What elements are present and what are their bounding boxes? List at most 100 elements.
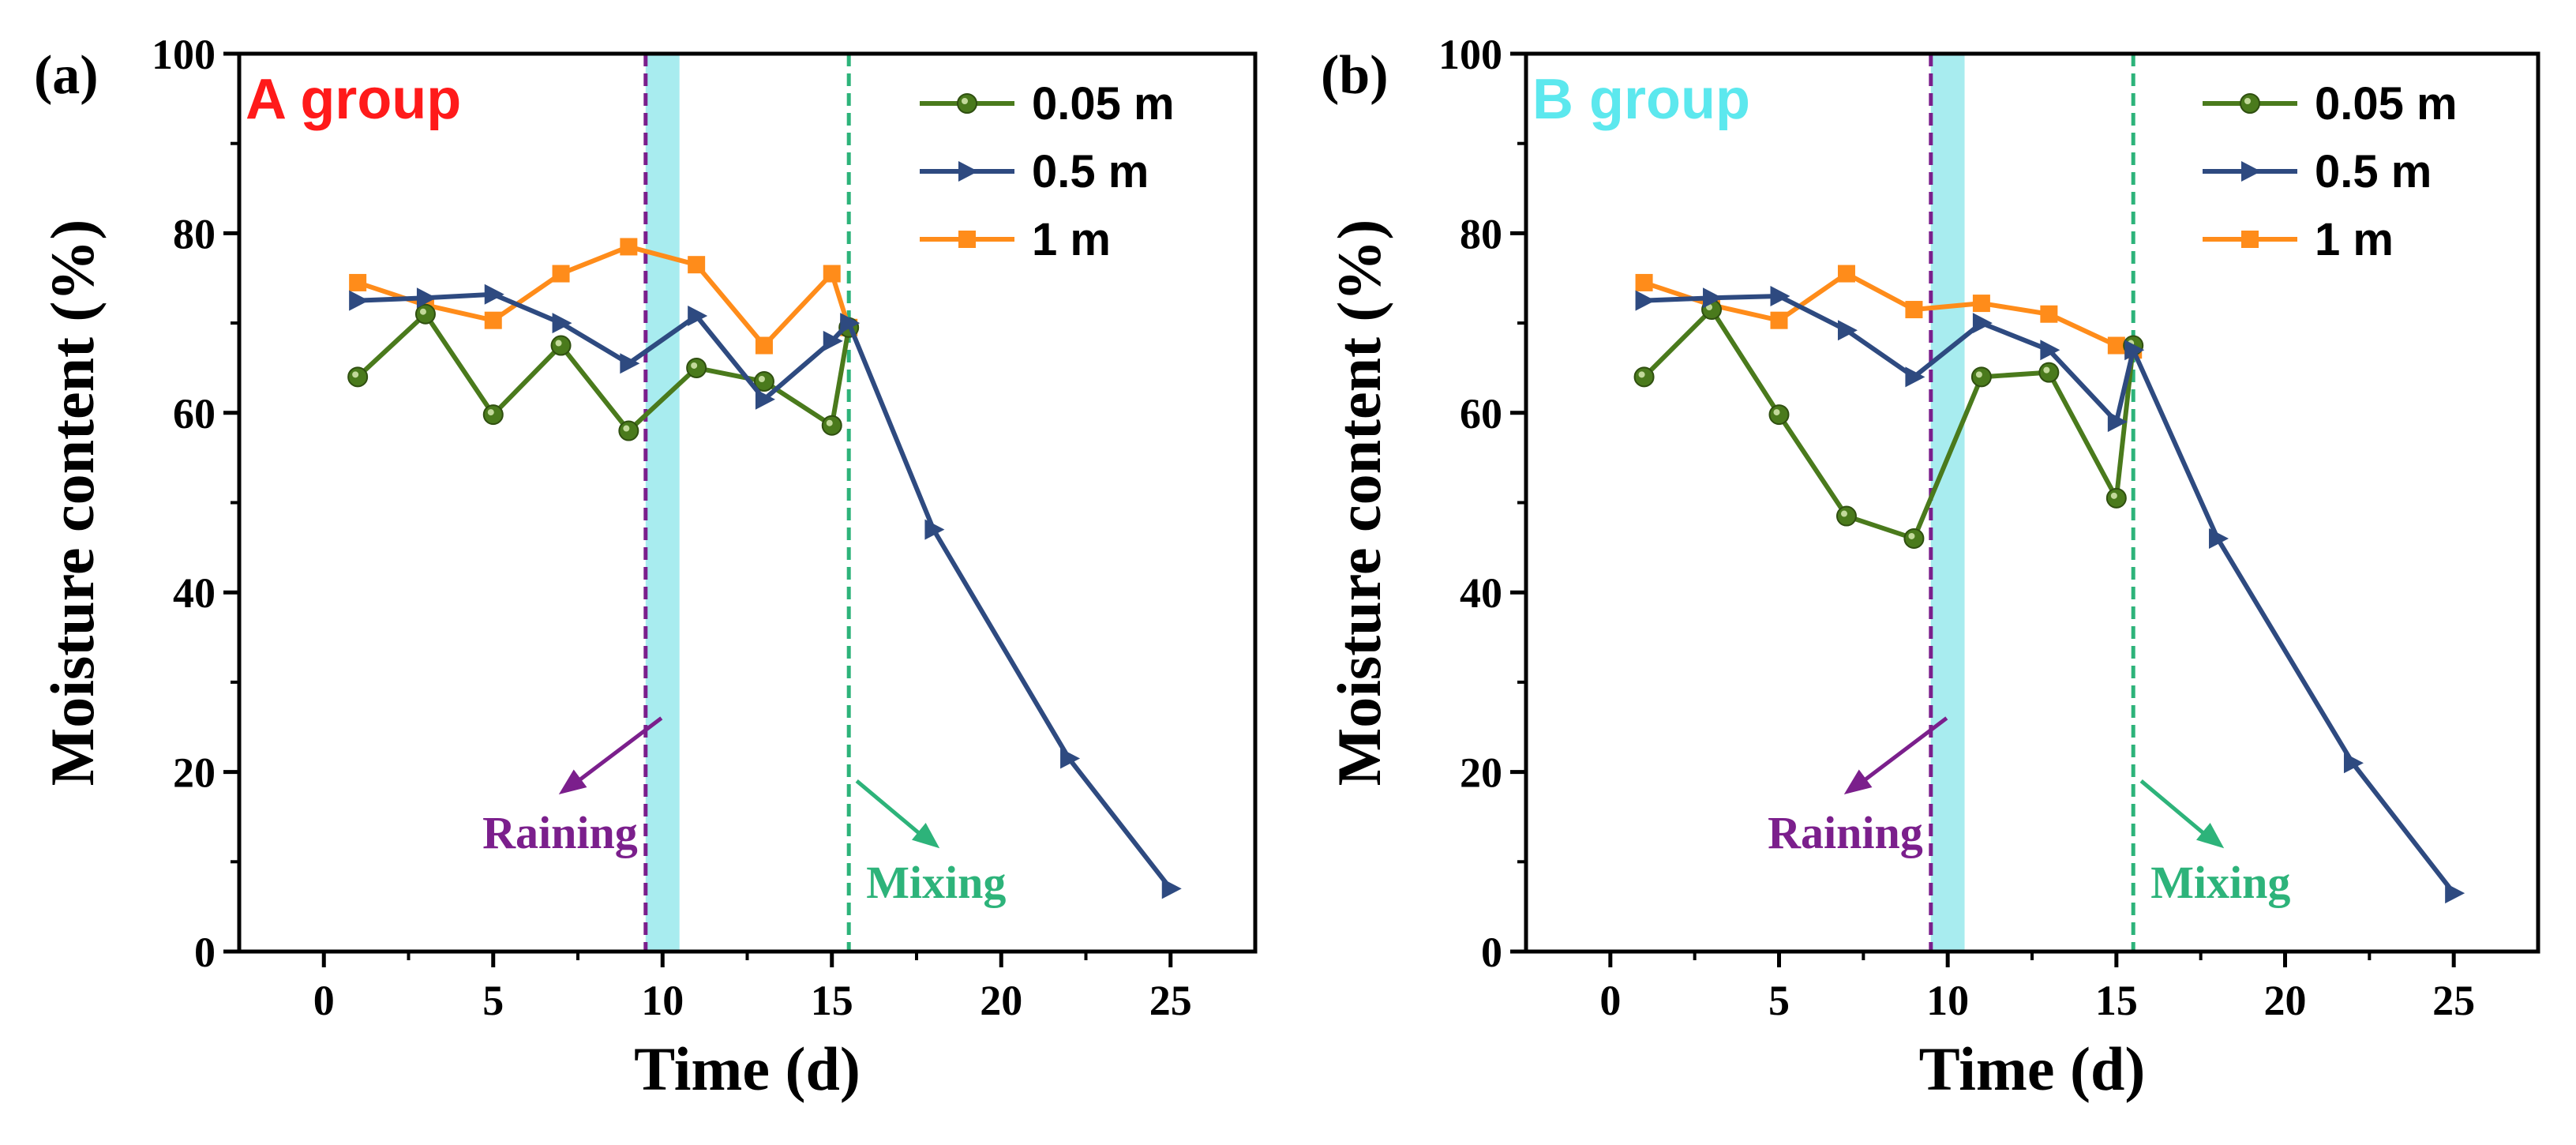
- raining-arrow-shaft: [568, 716, 663, 790]
- data-point-marker: [2107, 411, 2128, 433]
- data-point-marker: [958, 161, 978, 182]
- legend-item: 0.5 m: [920, 146, 1149, 197]
- data-point-marker: [349, 290, 369, 311]
- data-point-marker: [924, 519, 945, 540]
- data-point-marker: [823, 265, 841, 283]
- marker-highlight: [2110, 492, 2117, 499]
- data-point-marker: [1903, 527, 1925, 549]
- y-tick-label: 60: [173, 390, 216, 437]
- group-label: A group: [246, 68, 461, 131]
- legend-item: 0.5 m: [2203, 146, 2432, 197]
- legend-item: 1 m: [920, 214, 1111, 265]
- marker-highlight: [758, 376, 765, 383]
- data-point-marker: [1837, 265, 1855, 283]
- rain-band: [1930, 54, 1965, 952]
- y-tick-label: 20: [1460, 749, 1502, 797]
- panel-label: (a): [34, 45, 99, 106]
- data-point-marker: [2038, 362, 2060, 383]
- data-point-marker: [620, 238, 638, 256]
- legend-label: 0.5 m: [2315, 146, 2432, 197]
- data-point-marker: [2445, 883, 2465, 904]
- data-point-marker: [1905, 366, 1925, 388]
- raining-arrow-head: [1843, 769, 1873, 795]
- y-tick-label: 60: [1460, 390, 1502, 437]
- marker-highlight: [691, 362, 698, 369]
- series-line: [1644, 293, 2456, 895]
- marker-highlight: [555, 340, 562, 347]
- data-point-marker: [484, 283, 504, 305]
- data-point-marker: [755, 336, 773, 355]
- rain-band: [645, 54, 680, 952]
- x-tick-label: 0: [1599, 977, 1621, 1024]
- data-point-marker: [349, 273, 367, 291]
- mixing-arrow-head: [2195, 822, 2225, 849]
- group-label: B group: [1532, 68, 1750, 131]
- marker-highlight: [419, 308, 426, 315]
- data-point-marker: [482, 404, 504, 426]
- legend-item: 0.05 m: [2203, 78, 2458, 130]
- marker-highlight: [2043, 366, 2050, 374]
- mixing-label: Mixing: [866, 857, 1006, 908]
- x-tick-label: 20: [2264, 977, 2307, 1024]
- data-point-marker: [1060, 748, 1081, 769]
- data-point-marker: [686, 357, 707, 378]
- y-tick-label: 0: [1481, 929, 1502, 976]
- data-point-marker: [2040, 305, 2058, 323]
- legend-label: 1 m: [2315, 214, 2394, 265]
- y-tick-label: 40: [173, 569, 216, 617]
- data-point-marker: [620, 353, 640, 374]
- mixing-arrow-shaft: [2139, 779, 2214, 843]
- data-point-marker: [1972, 295, 1990, 313]
- mixing-label: Mixing: [2150, 857, 2290, 908]
- marker-highlight: [1908, 532, 1915, 539]
- x-tick-label: 25: [2432, 977, 2475, 1024]
- data-point-marker: [347, 366, 369, 388]
- data-point-marker: [1161, 878, 1182, 899]
- y-tick-label: 40: [1460, 569, 1502, 617]
- data-point-marker: [618, 420, 639, 441]
- x-tick-label: 5: [1768, 977, 1790, 1024]
- x-tick-label: 15: [2095, 977, 2138, 1024]
- data-point-marker: [1703, 287, 1723, 309]
- data-point-marker: [2343, 753, 2364, 774]
- data-point-marker: [1635, 290, 1655, 311]
- data-point-marker: [1633, 366, 1655, 388]
- series-line: [1642, 307, 2136, 541]
- data-point-marker: [1835, 505, 1857, 527]
- data-point-marker: [2040, 340, 2060, 361]
- data-point-marker: [414, 303, 436, 325]
- data-point-marker: [1770, 311, 1788, 329]
- raining-label: Raining: [482, 807, 638, 858]
- series-0_05m: [1633, 299, 2144, 549]
- legend-label: 0.05 m: [2315, 78, 2458, 130]
- marker-highlight: [2244, 98, 2251, 104]
- data-point-marker: [823, 330, 843, 351]
- data-point-marker: [688, 256, 706, 274]
- panel-b: 0 5 10 15 20 25 0 20 40 60 80 100 Time (d) Moisture c…: [1321, 31, 2540, 1103]
- raining-arrow-shaft: [1854, 716, 1948, 790]
- data-point-marker: [1972, 313, 1993, 334]
- legend: 0.05 m 0.5 m 1 m: [2203, 78, 2458, 265]
- mixing-arrow-shaft: [855, 779, 930, 843]
- data-point-marker: [2105, 487, 2127, 509]
- panel-a: 0 5 10 15 20 25 0 20 40 60 80 100 Time (d) Moisture c…: [34, 31, 1258, 1103]
- y-tick-label: 20: [173, 749, 216, 797]
- y-tick-label: 0: [194, 929, 216, 976]
- data-point-marker: [755, 389, 775, 410]
- y-tick-label: 80: [1460, 210, 1502, 257]
- marker-highlight: [352, 371, 359, 378]
- x-tick-label: 10: [1926, 977, 1969, 1024]
- raining-label: Raining: [1768, 807, 1923, 858]
- data-point-marker: [821, 415, 842, 436]
- data-point-marker: [958, 231, 976, 248]
- data-point-marker: [1635, 273, 1653, 291]
- series-line: [358, 291, 1173, 891]
- x-tick-label: 15: [811, 977, 853, 1024]
- x-axis-title: Time (d): [1919, 1034, 2146, 1103]
- series-0_5m: [1635, 285, 2465, 904]
- data-point-marker: [552, 265, 570, 283]
- y-tick-label: 100: [1438, 31, 1502, 78]
- x-tick-label: 10: [641, 977, 684, 1024]
- data-point-marker: [416, 287, 437, 309]
- marker-highlight: [1638, 371, 1645, 378]
